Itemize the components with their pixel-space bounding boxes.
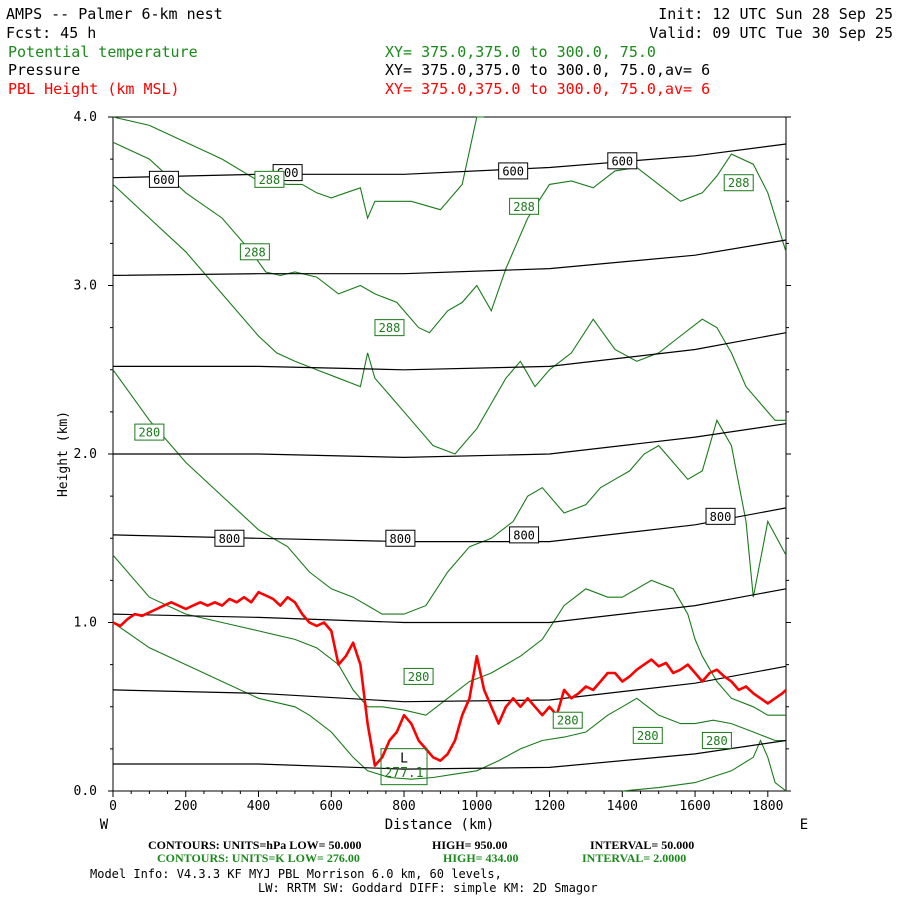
header: AMPS -- Palmer 6-km nest Fcst: 45 h Init… [6, 5, 893, 98]
theta-label: 288 [513, 200, 535, 214]
theta-label-box [509, 197, 540, 215]
theta-label-box [134, 423, 165, 441]
x-tick-label: 1200 [534, 799, 565, 814]
theta-label-box [701, 731, 732, 749]
pressure-label: 800 [513, 528, 535, 542]
theta-label: 280 [637, 729, 659, 743]
pressure-contour-line-2 [112, 665, 787, 703]
theta-label-box [239, 243, 270, 261]
valid-time: Valid: 09 UTC Tue 30 Sep 25 [649, 24, 893, 42]
theta-label: 288 [379, 321, 401, 335]
theta-label: 280 [139, 426, 161, 440]
init-time: Init: 12 UTC Sun 28 Sep 25 [658, 5, 893, 23]
field-pbl-label: PBL Height (km MSL) [8, 80, 180, 98]
theta-label: 280 [557, 714, 579, 728]
pressure-label-box [509, 526, 540, 544]
field-pressure-xy: XY= 375.0,375.0 to 300.0, 75.0,av= 6 [385, 61, 710, 79]
pressure-label: 800 [219, 532, 241, 546]
theta-contours [112, 116, 787, 792]
theta-contour-line-5 [112, 554, 786, 716]
west-label: W [100, 817, 109, 833]
pressure-label-box [498, 162, 529, 180]
x-tick-label: 400 [247, 799, 270, 814]
x-tick-label: 1600 [679, 799, 710, 814]
theta-contour-line-7 [622, 739, 787, 792]
field-theta-xy: XY= 375.0,375.0 to 300.0, 75.0 [385, 43, 656, 61]
forecast-hour: Fcst: 45 h [6, 24, 96, 42]
pressure-label: 800 [710, 510, 732, 524]
x-tick-label: 1800 [752, 799, 783, 814]
theta-contour-line-4 [112, 369, 787, 615]
model-title: AMPS -- Palmer 6-km nest [6, 5, 223, 23]
y-tick-label: 4.0 [74, 110, 97, 125]
theta-label: 288 [728, 176, 750, 190]
pressure-contour-line-4 [112, 507, 787, 543]
pressure-label-box [148, 170, 179, 188]
theta-label-box [552, 711, 583, 729]
x-tick-label: 600 [320, 799, 343, 814]
field-pbl-xy: XY= 375.0,375.0 to 300.0, 75.0,av= 6 [385, 80, 710, 98]
east-label: E [800, 817, 808, 833]
theta-label-box [254, 170, 285, 188]
x-tick-label: 200 [174, 799, 197, 814]
theta-label: 280 [408, 670, 430, 684]
pressure-contours [112, 143, 787, 770]
pbl-height-series [112, 590, 787, 767]
pressure-contour-line-3 [112, 588, 787, 624]
pressure-contour-line-6 [113, 332, 787, 371]
field-theta-label: Potential temperature [8, 43, 198, 61]
pressure-label: 800 [390, 532, 412, 546]
x-tick-label: 1400 [607, 799, 638, 814]
theta-label: 288 [244, 245, 266, 259]
low-marker: L [400, 752, 408, 767]
theta-contour-line-6 [112, 622, 786, 780]
x-tick-label: 800 [392, 799, 415, 814]
pressure-contour-line-7 [112, 239, 787, 276]
theta-contour-line-1 [112, 116, 485, 220]
axes: 0.0 1.0 2.0 3.0 4.0 0 200 400 600 800 1000 1200 1400… [56, 110, 808, 833]
pressure-contour-line-5 [113, 423, 787, 459]
theta-label-box [403, 667, 434, 685]
theta-contour-line-3 [112, 183, 786, 455]
pbl-height-line [112, 590, 787, 767]
low-marker-box [380, 748, 428, 786]
x-tick-label: 1000 [461, 799, 492, 814]
theta-label: 288 [259, 173, 281, 187]
pressure-label: 600 [611, 154, 633, 168]
pressure-label: 600 [502, 164, 524, 178]
theta-label-box [374, 319, 405, 337]
y-tick-label: 3.0 [74, 279, 97, 294]
theta-contour-line-2 [112, 141, 787, 334]
y-tick-label: 2.0 [74, 447, 97, 462]
y-tick-label: 1.0 [74, 616, 97, 631]
theta-label-box [723, 174, 754, 192]
y-axis-label: Height (km) [56, 411, 71, 497]
y-tick-label: 0.0 [74, 784, 97, 799]
pressure-label-box [214, 529, 245, 547]
pressure-label: 600 [153, 173, 175, 187]
pressure-contour-line-1 [113, 739, 787, 770]
theta-label-box [632, 726, 663, 744]
pressure-label-box [705, 507, 736, 525]
pressure-label-box [385, 529, 416, 547]
pressure-contour-line-8 [112, 143, 787, 179]
pressure-label-box [607, 152, 638, 170]
field-pressure-label: Pressure [8, 61, 80, 79]
x-axis-label: Distance (km) [385, 817, 495, 833]
x-tick-label: 0 [109, 799, 117, 814]
low-value: 277.1 [384, 766, 423, 781]
theta-label: 280 [706, 734, 728, 748]
